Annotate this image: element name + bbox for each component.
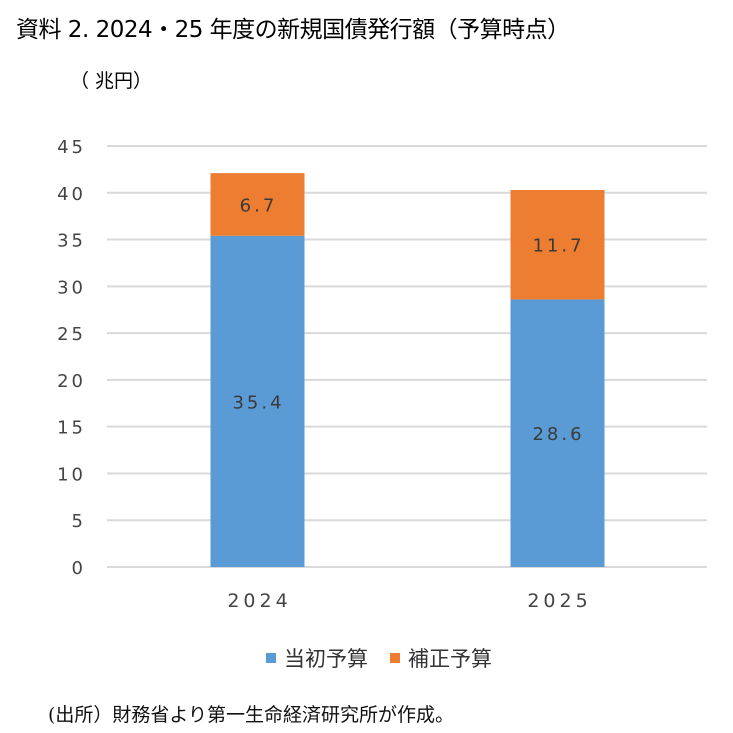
x-tick-label: 2025 bbox=[527, 590, 591, 612]
legend-item-supplementary-budget: 補正予算 bbox=[390, 643, 492, 673]
y-tick-label: 15 bbox=[57, 418, 86, 439]
chart-title: 資料 2. 2024・25 年度の新規国債発行額（予算時点） bbox=[16, 17, 570, 43]
bar-2025-supplementary bbox=[510, 189, 605, 300]
data-labels: 35.4 6.7 28.6 11.7 bbox=[232, 195, 584, 445]
bar-2025-initial bbox=[510, 299, 605, 567]
data-label-2024-supplementary: 6.7 bbox=[240, 195, 278, 216]
y-tick-label: 35 bbox=[57, 231, 86, 252]
bar-2024-supplementary bbox=[210, 173, 305, 236]
y-tick-label: 45 bbox=[57, 137, 86, 158]
data-label-2025-supplementary: 11.7 bbox=[532, 236, 584, 257]
legend-label-supplementary-budget: 補正予算 bbox=[408, 647, 492, 671]
y-axis-ticks: 0 5 10 15 20 25 30 35 40 45 bbox=[57, 137, 86, 579]
y-tick-label: 30 bbox=[57, 277, 86, 298]
x-tick-label: 2024 bbox=[227, 590, 291, 612]
legend-label-initial-budget: 当初予算 bbox=[284, 647, 368, 671]
y-tick-label: 25 bbox=[57, 324, 86, 345]
y-tick-label: 20 bbox=[57, 371, 86, 392]
y-tick-label: 40 bbox=[57, 184, 86, 205]
source-note: (出所）財務省より第一生命経済研究所が作成。 bbox=[48, 704, 455, 726]
gridlines bbox=[107, 145, 707, 568]
y-tick-label: 5 bbox=[72, 511, 86, 532]
y-tick-label: 0 bbox=[72, 558, 86, 579]
legend-item-initial-budget: 当初予算 bbox=[266, 643, 368, 673]
legend: 当初予算 補正予算 bbox=[266, 643, 514, 673]
bars bbox=[210, 173, 605, 567]
data-label-2024-initial: 35.4 bbox=[232, 392, 284, 413]
bar-2024-initial bbox=[210, 235, 305, 567]
legend-swatch-supplementary-budget bbox=[390, 653, 400, 663]
y-tick-label: 10 bbox=[57, 464, 86, 485]
data-label-2025-initial: 28.6 bbox=[532, 424, 584, 445]
x-axis-ticks: 2024 2025 bbox=[227, 590, 591, 612]
legend-swatch-initial-budget bbox=[266, 653, 276, 663]
y-axis-unit-label: （ 兆円） bbox=[70, 70, 153, 92]
